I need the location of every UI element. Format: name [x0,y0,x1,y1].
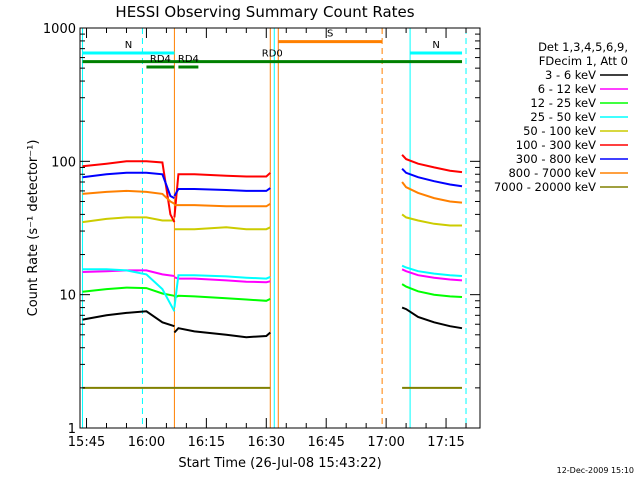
annotation-label: N [432,40,439,51]
y-tick-label: 100 [51,155,76,170]
y-axis: 1 10 100 1000 [43,22,480,437]
plot-frame [79,27,481,429]
series-line [401,154,463,174]
x-tick-label: 17:00 [367,435,404,450]
legend-header-line-2: FDecim 1, Att 0 [539,54,628,68]
legend-entry-label: 300 - 800 keV [516,152,596,166]
x-axis: 15:45 16:00 16:15 16:30 16:45 17:00 17:15 [68,28,467,450]
legend-entry-label: 3 - 6 keV [545,68,596,82]
series-line [401,283,463,298]
chart-title: HESSI Observing Summary Count Rates [115,3,414,21]
y-tick-label: 1000 [43,22,76,37]
plot-area: N N S RD0 RD4 RD4 [82,28,467,428]
series-line [401,181,463,204]
series-800-7000-kev [82,181,463,208]
x-tick-label: 16:45 [307,435,344,450]
series-50-100-kev [82,213,462,231]
x-tick-label: 17:15 [427,435,464,450]
legend-entry-label: 6 - 12 keV [538,82,596,96]
x-tick-label: 16:15 [188,435,225,450]
legend-entry-label: 100 - 300 keV [516,138,596,152]
series-line [401,168,463,188]
series-line [82,216,175,224]
y-tick-label: 1 [68,422,76,437]
series-line [82,160,176,223]
legend: Det 1,3,4,5,6,9, FDecim 1, Att 0 3 - 6 k… [494,40,628,194]
series-3-6-kev [82,306,463,339]
footer-date: 12-Dec-2009 15:10 [557,466,634,475]
legend-entry-label: 12 - 25 keV [530,96,596,110]
y-tick-label: 10 [59,289,76,304]
series-line [174,202,271,208]
annotation-label: RD4 [178,54,199,65]
series-line [82,171,175,199]
series-line [401,306,463,330]
series-line [82,268,176,312]
annotation-label: S [327,29,333,40]
series-line [173,327,271,339]
series-line [173,187,271,197]
series-line [173,172,271,218]
y-axis-label: Count Rate (s⁻¹ detector⁻¹) [26,140,41,317]
series-line [82,189,175,205]
series-line [401,213,462,227]
legend-entry-label: 800 - 7000 keV [508,166,596,180]
series-25-50-kev [82,264,463,312]
series-line [82,269,175,277]
series-line [82,310,175,328]
series-100-300-kev [82,154,463,223]
series-line [173,274,271,308]
legend-entry-label: 50 - 100 keV [523,124,596,138]
series-line [401,268,463,282]
legend-entry-label: 7000 - 20000 keV [494,180,596,194]
legend-header-line-1: Det 1,3,4,5,6,9, [538,40,628,54]
annotation-label: RD0 [262,49,283,60]
series-300-800-kev [82,168,463,199]
legend-entry-label: 25 - 50 keV [530,110,596,124]
annotation-label: RD4 [150,54,171,65]
x-axis-label: Start Time (26-Jul-08 15:43:22) [178,456,381,471]
annotation-label: N [125,40,132,51]
x-tick-label: 16:00 [128,435,165,450]
series-line [173,294,271,302]
x-tick-label: 15:45 [68,435,105,450]
series-line [401,264,463,277]
x-tick-label: 16:30 [248,435,285,450]
series-line [174,226,271,231]
